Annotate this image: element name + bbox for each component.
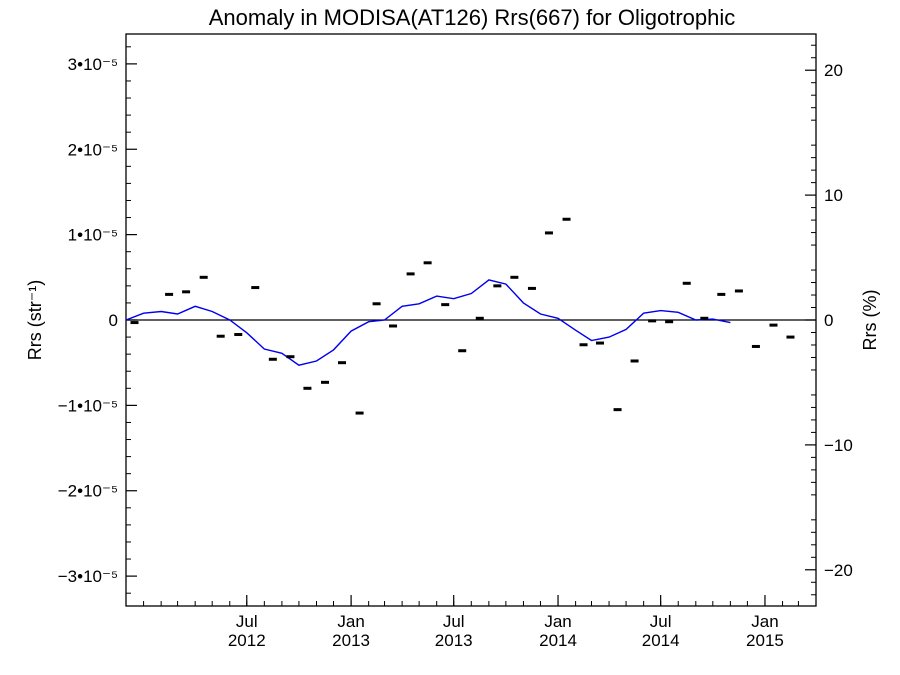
right-tick-label: 10 bbox=[824, 186, 843, 205]
x-tick-label-year: 2015 bbox=[746, 631, 784, 650]
x-axis: Jul2012Jan2013Jul2013Jan2014Jul2014Jan20… bbox=[143, 595, 799, 650]
anomaly-point bbox=[338, 361, 347, 365]
left-tick-label: 0 bbox=[109, 311, 118, 330]
left-tick-label: −1•10⁻⁵ bbox=[58, 396, 118, 415]
anomaly-point bbox=[199, 275, 208, 279]
right-tick-label: −20 bbox=[824, 561, 853, 580]
anomaly-point bbox=[130, 321, 139, 325]
anomaly-point bbox=[286, 355, 295, 359]
x-tick-label-month: Jul bbox=[650, 612, 672, 631]
anomaly-point bbox=[234, 333, 243, 337]
anomaly-point bbox=[682, 281, 691, 285]
right-axis-title: Rrs (%) bbox=[860, 290, 880, 351]
anomaly-point bbox=[613, 408, 622, 412]
anomaly-point bbox=[648, 319, 657, 323]
anomaly-point bbox=[751, 344, 760, 348]
chart-title: Anomaly in MODISA(AT126) Rrs(667) for Ol… bbox=[209, 5, 736, 30]
anomaly-point bbox=[303, 386, 312, 390]
anomaly-point bbox=[544, 231, 553, 235]
monthly-anomaly-points bbox=[130, 217, 795, 415]
x-tick-label-year: 2014 bbox=[642, 631, 680, 650]
x-tick-label-year: 2013 bbox=[332, 631, 370, 650]
right-y-axis: 20 10 0 −10 −20 bbox=[805, 44, 853, 596]
anomaly-point bbox=[423, 261, 432, 265]
x-tick-label-year: 2014 bbox=[539, 631, 577, 650]
anomaly-point bbox=[406, 272, 415, 276]
x-tick-label-month: Jul bbox=[236, 612, 258, 631]
anomaly-point bbox=[769, 323, 778, 327]
left-tick-label: −3•10⁻⁵ bbox=[58, 567, 118, 586]
left-axis-title: Rrs (str⁻¹) bbox=[25, 280, 45, 360]
right-tick-label: 20 bbox=[824, 61, 843, 80]
left-y-axis: 3•10⁻⁵ 2•10⁻⁵ 1•10⁻⁵ 0 −1•10⁻⁵ −2•10⁻⁵ −3•10⁻⁵ bbox=[58, 46, 137, 594]
anomaly-point bbox=[595, 341, 604, 345]
anomaly-point bbox=[579, 343, 588, 347]
anomaly-point bbox=[786, 335, 795, 339]
anomaly-point bbox=[475, 316, 484, 320]
smoothed-anomaly-line bbox=[125, 279, 731, 366]
anomaly-point bbox=[441, 303, 450, 307]
anomaly-point bbox=[182, 290, 191, 294]
x-tick-label-year: 2013 bbox=[435, 631, 473, 650]
anomaly-point bbox=[355, 411, 364, 415]
anomaly-point bbox=[389, 324, 398, 328]
right-tick-label: −10 bbox=[824, 436, 853, 455]
anomaly-point bbox=[527, 286, 536, 290]
anomaly-point bbox=[665, 320, 674, 324]
anomaly-point bbox=[630, 359, 639, 363]
x-tick-label-month: Jan bbox=[337, 612, 364, 631]
anomaly-point bbox=[493, 284, 502, 288]
anomaly-point bbox=[165, 292, 174, 296]
x-tick-label-month: Jan bbox=[751, 612, 778, 631]
left-tick-label: 3•10⁻⁵ bbox=[68, 55, 118, 74]
left-tick-label: 1•10⁻⁵ bbox=[68, 226, 118, 245]
left-tick-label: 2•10⁻⁵ bbox=[68, 140, 118, 159]
anomaly-point bbox=[216, 334, 225, 338]
anomaly-point bbox=[268, 357, 277, 361]
left-tick-label: −2•10⁻⁵ bbox=[58, 482, 118, 501]
anomaly-point bbox=[510, 275, 519, 279]
x-tick-label-year: 2012 bbox=[228, 631, 266, 650]
anomaly-point bbox=[251, 286, 260, 290]
x-tick-label-month: Jan bbox=[544, 612, 571, 631]
right-tick-label: 0 bbox=[824, 311, 833, 330]
anomaly-point bbox=[562, 217, 571, 221]
anomaly-point bbox=[717, 292, 726, 296]
x-tick-label-month: Jul bbox=[443, 612, 465, 631]
anomaly-point bbox=[734, 289, 743, 293]
anomaly-point bbox=[372, 302, 381, 306]
anomaly-point bbox=[458, 349, 467, 353]
anomaly-point bbox=[700, 316, 709, 320]
anomaly-point bbox=[321, 380, 330, 384]
